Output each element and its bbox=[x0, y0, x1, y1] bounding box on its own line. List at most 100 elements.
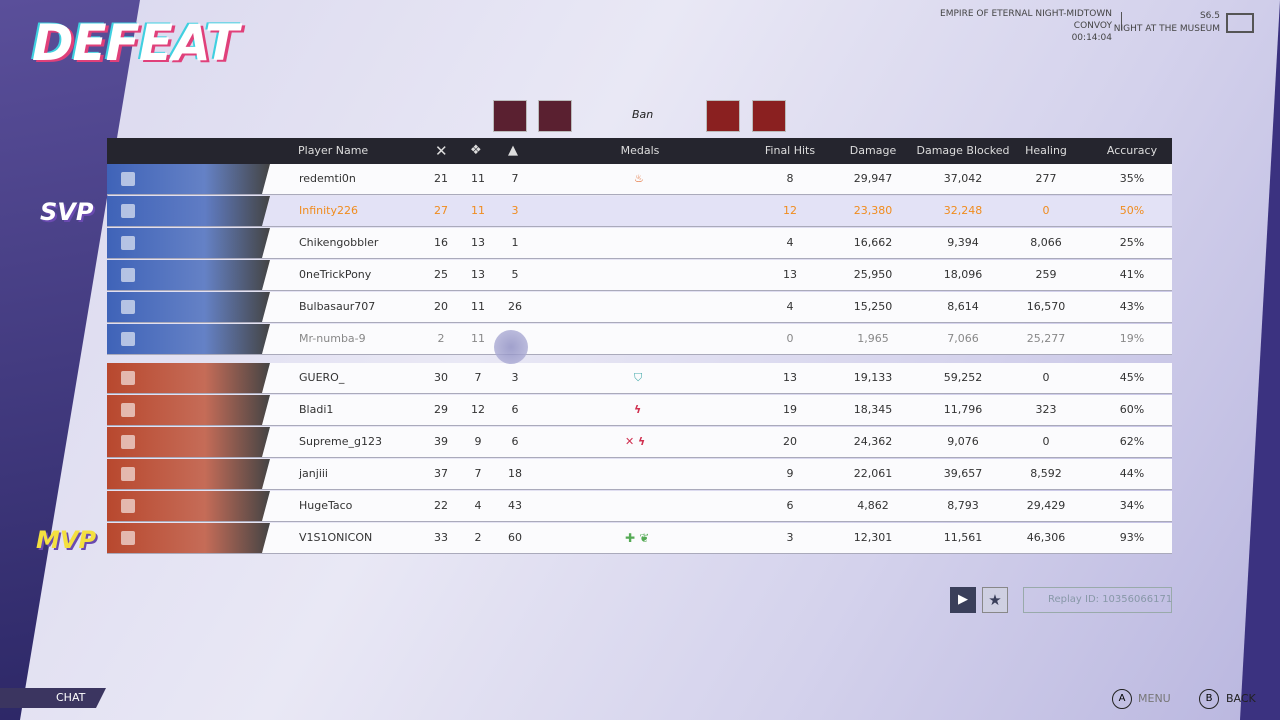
player-name: Supreme_g123 bbox=[299, 435, 382, 448]
divider bbox=[1121, 12, 1122, 30]
stat-assists: 60 bbox=[508, 531, 522, 544]
stat-final-hits: 9 bbox=[786, 467, 794, 480]
player-name: HugeTaco bbox=[299, 499, 353, 512]
stat-kills: 37 bbox=[434, 467, 448, 480]
season-info: S6.5 NIGHT AT THE MUSEUM bbox=[1114, 10, 1220, 36]
stat-assists: 3 bbox=[511, 204, 519, 217]
medal-icon: ♨ bbox=[634, 172, 644, 185]
stat-healing: 16,570 bbox=[1026, 300, 1066, 313]
stat-blocked: 11,796 bbox=[943, 403, 983, 416]
key-hint: A bbox=[1112, 689, 1132, 709]
stat-deaths: 12 bbox=[471, 403, 485, 416]
stat-deaths: 11 bbox=[471, 204, 485, 217]
award-badge: MVP bbox=[36, 526, 97, 554]
stat-kills: 25 bbox=[434, 268, 448, 281]
stat-healing: 0 bbox=[1042, 435, 1050, 448]
stat-deaths: 7 bbox=[474, 371, 482, 384]
player-name: janjiii bbox=[299, 467, 328, 480]
favorite-button[interactable]: ★ bbox=[982, 587, 1008, 613]
play-button[interactable]: ▶ bbox=[950, 587, 976, 613]
role-icon bbox=[121, 236, 135, 250]
col-kills-icon: ✕ bbox=[435, 142, 448, 160]
stat-deaths: 13 bbox=[471, 268, 485, 281]
role-icon bbox=[121, 467, 135, 481]
stat-blocked: 37,042 bbox=[943, 172, 983, 185]
season: S6.5 bbox=[1199, 11, 1220, 21]
ban-icon bbox=[538, 100, 572, 132]
stat-deaths: 13 bbox=[471, 236, 485, 249]
stat-blocked: 32,248 bbox=[943, 204, 983, 217]
role-icon bbox=[121, 403, 135, 417]
match-info: EMPIRE OF ETERNAL NIGHT-MIDTOWN CONVOY 0… bbox=[940, 8, 1112, 44]
medal-icon: ✕ ϟ bbox=[625, 435, 646, 448]
stat-assists: 3 bbox=[511, 371, 519, 384]
stat-deaths: 2 bbox=[474, 531, 482, 544]
stat-final-hits: 20 bbox=[783, 435, 797, 448]
stat-accuracy: 34% bbox=[1119, 499, 1145, 512]
replay-id[interactable]: Replay ID: 10356066171 bbox=[1023, 587, 1172, 613]
stat-healing: 277 bbox=[1035, 172, 1057, 185]
col-healing: Healing bbox=[1025, 144, 1067, 157]
season-name: NIGHT AT THE MUSEUM bbox=[1113, 24, 1220, 34]
player-name: 0neTrickPony bbox=[299, 268, 372, 281]
player-row: Bulbasaur707 20 11 26 4 15,250 8,614 16,570 43% bbox=[107, 292, 1172, 323]
player-name: Mr-numba-9 bbox=[299, 332, 366, 345]
stat-accuracy: 93% bbox=[1119, 531, 1145, 544]
match-time: 00:14:04 bbox=[1071, 33, 1112, 43]
stat-blocked: 8,614 bbox=[947, 300, 979, 313]
stat-healing: 8,066 bbox=[1030, 236, 1062, 249]
stat-damage: 1,965 bbox=[857, 332, 889, 345]
stat-accuracy: 45% bbox=[1119, 371, 1145, 384]
player-row: Infinity226 27 11 3 12 23,380 32,248 0 50% bbox=[107, 196, 1172, 227]
stat-damage: 18,345 bbox=[853, 403, 893, 416]
stat-accuracy: 44% bbox=[1119, 467, 1145, 480]
role-icon bbox=[121, 531, 135, 545]
stat-healing: 0 bbox=[1042, 204, 1050, 217]
stat-kills: 39 bbox=[434, 435, 448, 448]
side-stripe bbox=[1240, 0, 1280, 720]
stat-assists: 7 bbox=[511, 172, 519, 185]
player-name: redemti0n bbox=[299, 172, 356, 185]
player-row: redemti0n 21 11 7 8 29,947 37,042 277 35% bbox=[107, 164, 1172, 195]
stat-blocked: 9,076 bbox=[947, 435, 979, 448]
score-table: Player Name ✕ ❖ ▲ Medals Final Hits Dama… bbox=[107, 138, 1172, 558]
mode: CONVOY bbox=[1073, 21, 1112, 31]
col-blocked: Damage Blocked bbox=[916, 144, 1010, 157]
stat-healing: 25,277 bbox=[1026, 332, 1066, 345]
col-damage: Damage bbox=[849, 144, 897, 157]
stat-healing: 0 bbox=[1042, 371, 1050, 384]
stat-damage: 29,947 bbox=[853, 172, 893, 185]
player-row: V1S1ONICON 33 2 60 3 12,301 11,561 46,306 93% bbox=[107, 523, 1172, 554]
menu-button[interactable]: MENU bbox=[1138, 692, 1171, 705]
stat-accuracy: 50% bbox=[1119, 204, 1145, 217]
stat-damage: 23,380 bbox=[853, 204, 893, 217]
stat-kills: 29 bbox=[434, 403, 448, 416]
stat-blocked: 8,793 bbox=[947, 499, 979, 512]
award-badge: SVP bbox=[40, 198, 94, 226]
stat-accuracy: 41% bbox=[1119, 268, 1145, 281]
col-name: Player Name bbox=[298, 144, 369, 157]
stat-deaths: 9 bbox=[474, 435, 482, 448]
stat-final-hits: 13 bbox=[783, 371, 797, 384]
player-row: Mr-numba-9 2 11 0 1,965 7,066 25,277 19% bbox=[107, 324, 1172, 355]
cursor bbox=[494, 330, 528, 364]
player-row: GUERO_ 30 7 3 13 19,133 59,252 0 45% bbox=[107, 363, 1172, 394]
back-button[interactable]: BACK bbox=[1226, 692, 1256, 705]
stat-accuracy: 25% bbox=[1119, 236, 1145, 249]
stat-kills: 27 bbox=[434, 204, 448, 217]
stat-deaths: 11 bbox=[471, 300, 485, 313]
stat-blocked: 9,394 bbox=[947, 236, 979, 249]
ban-label: Ban bbox=[632, 108, 654, 121]
medal-icon: ϟ bbox=[634, 403, 642, 416]
role-icon bbox=[121, 332, 135, 346]
stat-accuracy: 43% bbox=[1119, 300, 1145, 313]
chat-button[interactable]: CHAT bbox=[0, 688, 106, 708]
stat-blocked: 7,066 bbox=[947, 332, 979, 345]
player-row: Bladi1 29 12 6 19 18,345 11,796 323 60% bbox=[107, 395, 1172, 426]
stat-kills: 22 bbox=[434, 499, 448, 512]
player-row: Supreme_g123 39 9 6 20 24,362 9,076 0 62% bbox=[107, 427, 1172, 458]
stat-assists: 1 bbox=[511, 236, 519, 249]
stat-deaths: 7 bbox=[474, 467, 482, 480]
season-icon bbox=[1226, 13, 1254, 33]
